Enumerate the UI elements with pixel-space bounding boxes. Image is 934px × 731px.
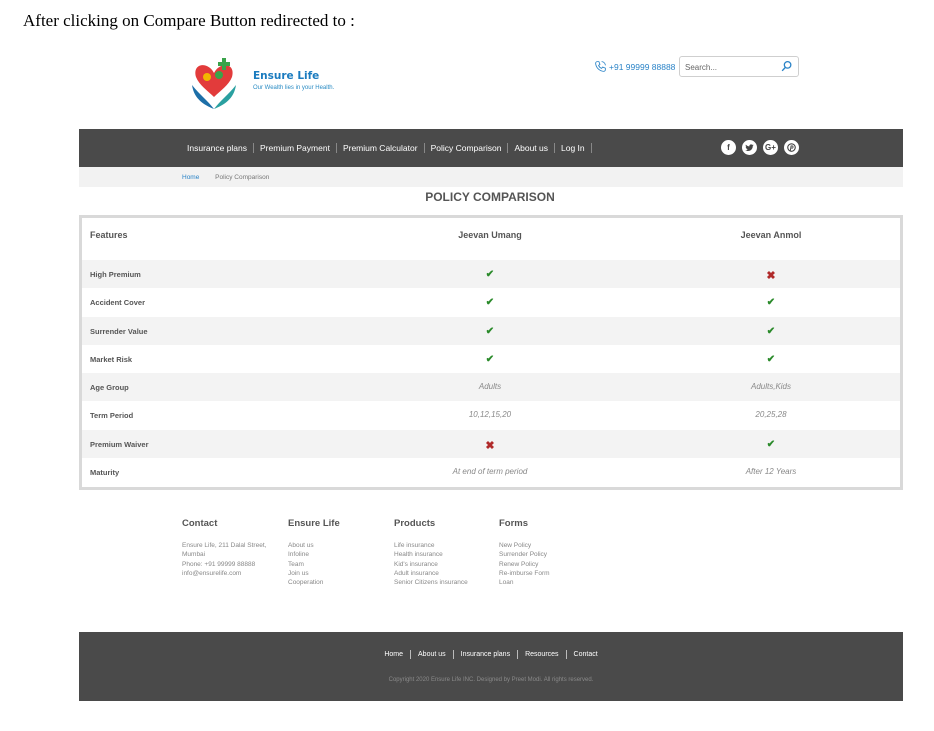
table-row: Age Group Adults Adults,Kids [82,373,900,401]
feature-label: Term Period [90,411,134,420]
contact-line: Ensure Life, 211 Dalal Street, [182,542,267,549]
cell-value: 20,25,28 [755,410,787,419]
table-row: High Premium ✔ ✖ [82,260,900,288]
table-header: Features Jeevan Umang Jeevan Anmol [82,218,900,260]
pinterest-icon[interactable] [784,140,799,155]
bottom-links: Home About us Insurance plans Resources … [79,650,903,659]
cross-icon: ✖ [485,440,495,452]
footer-heading: Ensure Life [288,518,340,529]
table-row: Term Period 10,12,15,20 20,25,28 [82,401,900,429]
footer-ensure-life: Ensure Life About us Infoline Team Join … [288,518,340,587]
feature-label: Market Risk [90,355,133,364]
footer-link[interactable]: About us [288,542,314,549]
check-icon: ✔ [766,297,776,308]
phone-contact[interactable]: +91 99999 88888 [594,60,675,73]
header-policy-b: Jeevan Anmol [740,230,802,240]
cross-icon: ✖ [766,270,776,282]
nav-links: Insurance plans Premium Payment Premium … [187,143,592,153]
footer-link[interactable]: Surrender Policy [499,551,548,559]
footer-link[interactable]: Join us [288,569,309,577]
page-title: POLICY COMPARISON [425,190,555,204]
footer-link[interactable]: Adult insurance [394,569,439,577]
check-icon: ✔ [766,354,776,365]
check-icon: ✔ [485,297,495,308]
table-row: Market Risk ✔ ✔ [82,345,900,373]
contact-line: Mumbai [182,551,206,559]
header-features: Features [90,230,128,240]
feature-label: Maturity [90,468,120,477]
footer-link[interactable]: Senior Citizens insurance [394,579,468,587]
google-plus-icon[interactable]: G+ [763,140,778,155]
nav-log-in[interactable]: Log In [555,143,592,153]
cell-value: After 12 Years [745,467,797,476]
feature-label: Accident Cover [90,298,146,307]
twitter-icon[interactable] [742,140,757,155]
breadcrumb-current: Policy Comparison [215,174,270,181]
footer-link[interactable]: Renew Policy [499,560,539,568]
bottom-link-about[interactable]: About us [411,650,454,659]
nav-policy-comparison[interactable]: Policy Comparison [425,143,509,153]
bottom-link-resources[interactable]: Resources [518,650,567,659]
footer-products: Products Life insurance Health insurance… [394,518,468,587]
check-icon: ✔ [766,439,776,450]
footer-heading: Contact [182,518,218,529]
phone-number: +91 99999 88888 [609,61,676,72]
check-icon: ✔ [485,354,495,365]
bottom-link-insurance-plans[interactable]: Insurance plans [454,650,519,659]
footer-link[interactable]: Infoline [288,551,309,559]
table-row: Maturity At end of term period After 12 … [82,458,900,486]
brand-tagline: Our Wealth lies in your Health. [253,85,335,91]
cell-value: At end of term period [452,467,528,476]
bottom-link-home[interactable]: Home [377,650,412,659]
bottom-footer: Home About us Insurance plans Resources … [79,632,903,701]
check-icon: ✔ [485,326,495,337]
nav-premium-calculator[interactable]: Premium Calculator [337,143,425,153]
footer-heading: Forms [499,518,529,529]
check-icon: ✔ [485,269,495,280]
cell-value: 10,12,15,20 [468,410,512,419]
footer-link[interactable]: New Policy [499,542,532,549]
nav-premium-payment[interactable]: Premium Payment [254,143,337,153]
footer-link[interactable]: Re-imburse Form [499,569,550,577]
facebook-icon[interactable]: f [721,140,736,155]
header-policy-a: Jeevan Umang [458,230,522,240]
contact-line: Phone: +91 99999 88888 [182,560,256,568]
breadcrumb-home[interactable]: Home [182,174,200,181]
footer-link[interactable]: Team [288,560,304,568]
footer-link[interactable]: Cooperation [288,579,324,587]
table-row: Surrender Value ✔ ✔ [82,317,900,345]
cell-value: Adults [478,382,502,391]
breadcrumb: Home Policy Comparison [79,167,903,187]
footer-link[interactable]: Loan [499,579,514,587]
search-box[interactable] [679,56,799,77]
table-row: Accident Cover ✔ ✔ [82,288,900,316]
feature-label: High Premium [90,270,141,279]
brand-name: Ensure Life [253,70,320,82]
phone-icon [595,61,606,72]
feature-label: Age Group [90,383,129,392]
search-icon[interactable] [780,60,793,73]
nav-about-us[interactable]: About us [508,143,556,153]
footer-forms: Forms New Policy Surrender Policy Renew … [499,518,550,587]
ensure-life-logo[interactable] [188,55,240,113]
social-links: f G+ [721,140,799,155]
contact-line[interactable]: info@ensurelife.com [182,569,242,577]
feature-label: Premium Waiver [90,440,149,449]
table-row: Premium Waiver ✖ ✔ [82,430,900,458]
footer-heading: Products [394,518,436,529]
feature-label: Surrender Value [90,327,148,336]
footer-link[interactable]: Health insurance [394,551,443,559]
copyright-text: Copyright 2020 Ensure Life INC. Designed… [388,677,594,683]
comparison-table: Features Jeevan Umang Jeevan Anmol High … [79,215,903,490]
main-navbar: Insurance plans Premium Payment Premium … [79,129,903,167]
footer-link[interactable]: Kid's insurance [394,560,438,568]
page-caption: After clicking on Compare Button redirec… [23,11,355,30]
footer-contact: Contact Ensure Life, 211 Dalal Street, M… [182,518,266,578]
cell-value: Adults,Kids [750,382,792,391]
bottom-link-contact[interactable]: Contact [573,651,598,658]
check-icon: ✔ [766,326,776,337]
footer-link[interactable]: Life insurance [394,542,435,549]
search-input[interactable] [685,61,775,73]
nav-insurance-plans[interactable]: Insurance plans [187,143,255,153]
